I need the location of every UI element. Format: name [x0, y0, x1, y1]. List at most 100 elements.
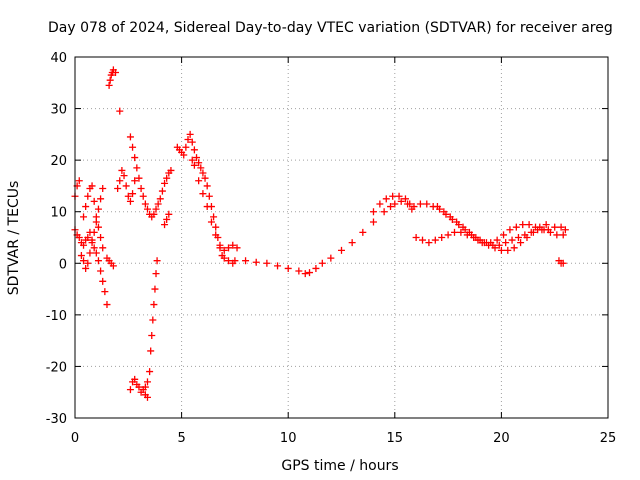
series-tail-3 — [433, 203, 550, 254]
data-point — [423, 200, 431, 208]
data-point — [519, 221, 527, 229]
data-point — [512, 223, 520, 231]
data-point — [88, 182, 96, 190]
data-point — [141, 200, 149, 208]
data-point — [88, 239, 96, 247]
y-tick-label: 0 — [59, 257, 67, 272]
data-point — [504, 246, 512, 254]
data-point — [147, 347, 155, 355]
series-arc-2h — [116, 166, 139, 205]
y-tick-label: 10 — [50, 206, 67, 221]
data-point — [205, 192, 213, 200]
data-point — [75, 234, 83, 241]
data-point — [199, 169, 207, 177]
series-tail-1 — [410, 200, 569, 247]
series-hump-15h-upper — [369, 192, 414, 216]
y-tick-label: -20 — [46, 360, 67, 375]
data-point — [112, 68, 120, 76]
data-point — [161, 221, 169, 229]
data-point — [139, 192, 147, 200]
data-point — [536, 223, 544, 231]
data-point — [557, 223, 565, 231]
chart-title: Day 078 of 2024, Sidereal Day-to-day VTE… — [48, 20, 613, 36]
data-point — [252, 258, 260, 266]
data-point — [77, 252, 85, 260]
data-point — [410, 203, 418, 211]
data-point — [369, 208, 377, 216]
data-point — [472, 234, 480, 241]
data-point — [158, 187, 166, 195]
data-point — [106, 76, 114, 84]
data-point — [97, 267, 105, 275]
data-point — [154, 200, 162, 208]
data-point — [431, 236, 439, 244]
data-point — [143, 393, 151, 401]
data-point — [135, 383, 143, 391]
data-point — [459, 223, 467, 231]
data-point — [84, 234, 92, 241]
data-point — [197, 164, 205, 172]
data-point — [131, 177, 139, 185]
data-point — [126, 386, 134, 394]
data-point — [135, 174, 143, 182]
data-point — [274, 262, 282, 270]
data-point — [94, 223, 102, 231]
data-point — [210, 213, 218, 221]
data-point — [149, 316, 157, 324]
data-point — [182, 143, 190, 151]
data-point — [129, 143, 137, 151]
data-point — [80, 213, 88, 221]
data-point — [559, 231, 567, 239]
data-point — [478, 239, 486, 247]
data-point — [103, 301, 111, 309]
data-point — [220, 246, 228, 254]
data-point — [126, 197, 134, 205]
series-main-hump — [173, 130, 237, 267]
data-point — [397, 197, 405, 205]
data-point — [561, 226, 569, 234]
data-point — [190, 146, 198, 154]
data-point — [151, 285, 159, 293]
data-point — [301, 270, 309, 278]
data-point — [406, 200, 414, 208]
y-tick-label: 30 — [50, 103, 67, 118]
grid — [75, 57, 608, 418]
data-point — [90, 228, 98, 236]
data-point — [497, 246, 505, 254]
data-point — [188, 138, 196, 146]
data-point — [542, 221, 550, 229]
data-point — [114, 185, 122, 193]
data-point — [116, 177, 124, 185]
data-point — [453, 218, 461, 226]
data-point — [485, 241, 493, 249]
data-point — [161, 179, 169, 187]
data-point — [90, 244, 98, 252]
data-point — [359, 228, 367, 236]
data-point — [440, 208, 448, 216]
data-point — [203, 182, 211, 190]
data-point — [338, 246, 345, 254]
data-point — [312, 264, 320, 272]
data-point — [233, 244, 241, 252]
data-point — [99, 185, 107, 193]
y-axis-label: SDTVAR / TECUs — [6, 181, 22, 296]
data-point — [99, 244, 107, 252]
x-tick-label: 10 — [280, 431, 297, 446]
data-point — [412, 234, 420, 241]
data-point — [391, 200, 399, 208]
data-point — [190, 161, 198, 169]
data-point — [153, 257, 161, 265]
data-point — [120, 172, 128, 180]
data-point — [94, 205, 102, 213]
data-point — [229, 241, 237, 249]
data-point — [207, 218, 215, 226]
data-point — [193, 154, 201, 162]
series-arc-1-5h — [103, 254, 117, 270]
data-point — [457, 228, 465, 236]
data-point — [180, 151, 188, 159]
data-point — [306, 269, 314, 277]
data-point — [495, 241, 503, 249]
series-bottom-pair — [141, 391, 151, 401]
axis-ticks: 0 5 10 15 20 25 -30 -20 -10 0 10 20 30 40 — [46, 51, 617, 446]
data-point — [143, 205, 151, 213]
